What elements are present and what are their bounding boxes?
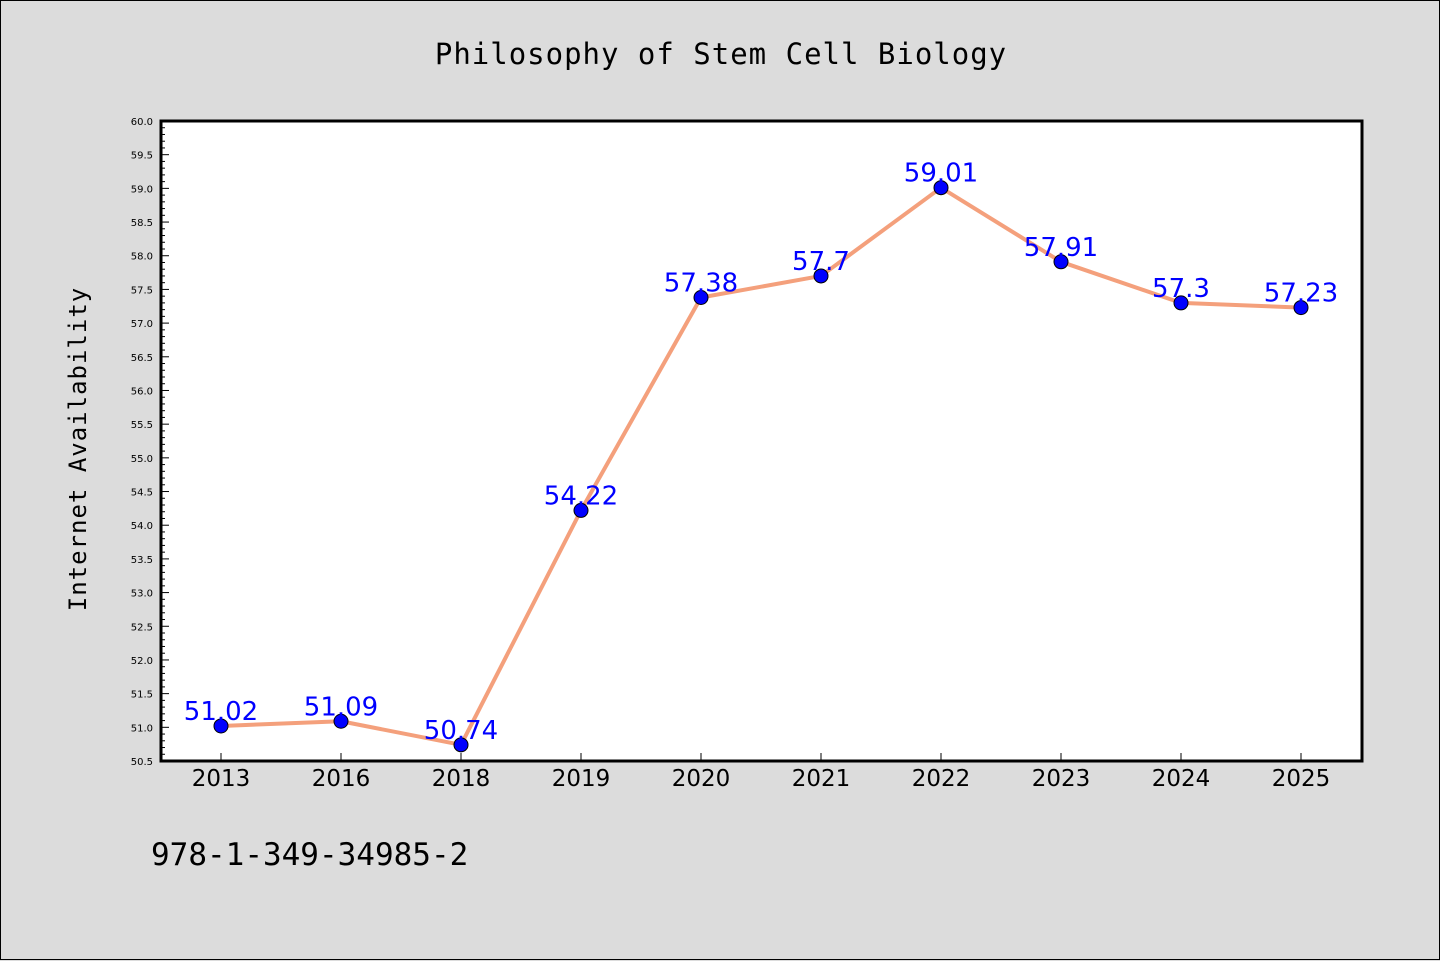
data-label: 57.38: [664, 269, 738, 299]
data-label: 57.3: [1152, 274, 1210, 304]
y-tick-label: 57.0: [131, 319, 153, 330]
x-tick-label: 2023: [1032, 766, 1091, 792]
y-tick-label: 59.0: [131, 184, 153, 195]
x-tick-label: 2024: [1152, 766, 1211, 792]
data-labels-layer: 51.02 51.09 50.74 54.22 57.38 57.7 59.01 57.91 5…: [184, 159, 1338, 746]
data-label: 54.22: [544, 481, 618, 511]
x-tick-label: 2016: [312, 766, 371, 792]
x-tick-label: 2020: [672, 766, 731, 792]
series-line: [220, 185, 1302, 747]
data-point: [693, 290, 709, 306]
plot-border: [159, 119, 1364, 763]
y-tick-label: 57.5: [131, 285, 153, 296]
y-tick-label: 56.0: [131, 386, 153, 397]
data-point: [1053, 254, 1069, 270]
y-tick-label: 50.5: [131, 757, 153, 768]
x-tick-label: 2025: [1272, 766, 1331, 792]
y-tick-label: 51.0: [131, 723, 153, 734]
x-tick-label: 2019: [552, 766, 611, 792]
y-tick-label: 55.0: [131, 454, 153, 465]
y-tick-label: 58.5: [131, 218, 153, 229]
x-tick-label: 2013: [192, 766, 251, 792]
y-tick-label: 58.0: [131, 252, 153, 263]
data-label: 59.01: [904, 159, 978, 189]
data-label: 57.23: [1264, 279, 1338, 309]
x-tick-label: 2018: [432, 766, 491, 792]
data-point: [453, 737, 469, 753]
data-label: 57.91: [1024, 233, 1098, 263]
x-tick-label: 2022: [912, 766, 971, 792]
y-tick-label: 54.5: [131, 488, 153, 499]
data-point: [933, 180, 949, 196]
data-label: 50.74: [424, 716, 498, 746]
isbn-label: 978-1-349-34985-2: [151, 837, 468, 873]
y-tick-label: 59.5: [131, 151, 153, 162]
data-label: 51.09: [304, 692, 378, 722]
x-tick-label: 2021: [792, 766, 851, 792]
data-label: 51.02: [184, 697, 258, 727]
y-tick-label: 51.5: [131, 690, 153, 701]
y-tick-label: 60.0: [131, 117, 153, 128]
series-layer: [213, 180, 1309, 753]
data-label: 57.7: [792, 247, 850, 277]
y-tick-label: 52.0: [131, 656, 153, 667]
data-point: [333, 713, 349, 729]
y-tick-label: 52.5: [131, 622, 153, 633]
data-point: [1173, 295, 1189, 311]
data-point: [1293, 300, 1309, 316]
chart-title: Philosophy of Stem Cell Biology: [435, 37, 1007, 71]
ticks-layer: 50.5 51.0 51.5 52.0 52.5 53.0 53.5 54.0 54.5 55.0…: [131, 117, 1331, 792]
plot-area: [161, 121, 1362, 761]
data-point: [573, 502, 589, 518]
data-point: [813, 268, 829, 284]
y-tick-label: 53.0: [131, 589, 153, 600]
y-axis-label: Internet Availability: [64, 287, 92, 611]
data-point: [213, 718, 229, 734]
y-tick-label: 53.5: [131, 555, 153, 566]
y-tick-label: 55.5: [131, 420, 153, 431]
y-tick-label: 56.5: [131, 353, 153, 364]
y-tick-label: 54.0: [131, 521, 153, 532]
